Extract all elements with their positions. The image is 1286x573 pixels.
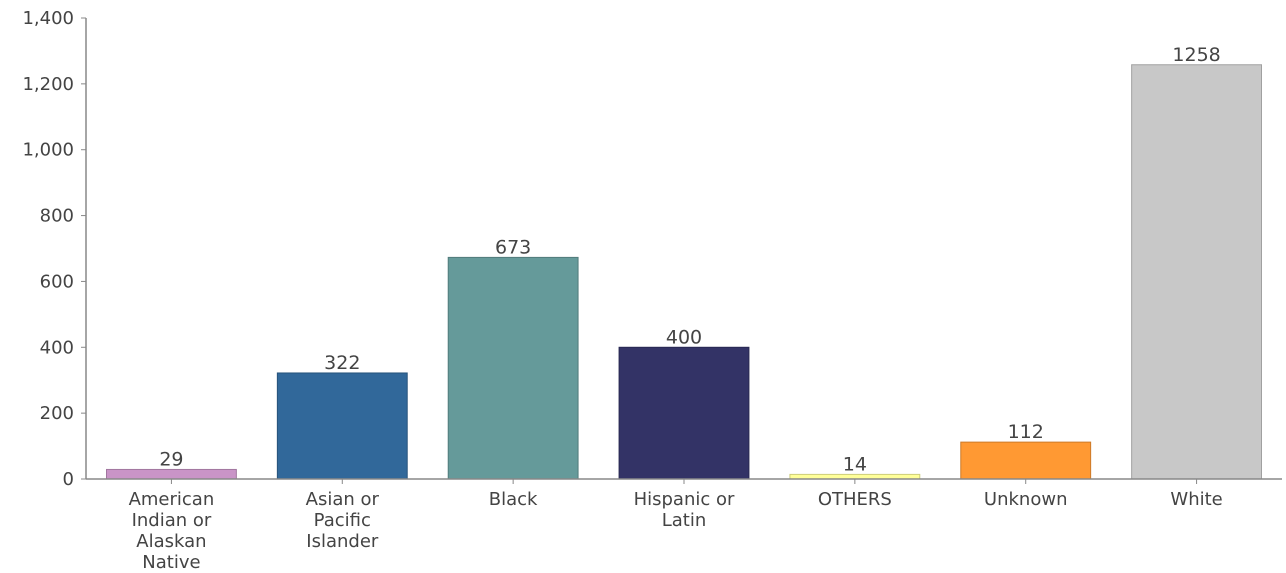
x-category-label-line: Islander — [306, 531, 379, 552]
x-category-label: OTHERS — [818, 489, 892, 510]
y-tick-label: 400 — [40, 337, 74, 358]
x-category-label-line: OTHERS — [818, 489, 892, 510]
bar — [106, 468, 237, 480]
x-category-label-line: Latin — [662, 510, 707, 531]
bar-data-label: 112 — [1008, 421, 1044, 443]
bar — [618, 346, 750, 480]
bar-data-label: 673 — [495, 236, 531, 258]
bar — [960, 441, 1092, 480]
bar-data-label: 14 — [843, 453, 867, 475]
y-tick-label: 1,000 — [22, 140, 74, 161]
bar — [276, 372, 408, 480]
x-axis: American Indian or Alaskan Native Asian or Pa… — [86, 478, 1282, 573]
x-category-label-line: Alaskan — [136, 531, 206, 552]
bar-data-label: 400 — [666, 326, 702, 348]
x-category-label-line: Native — [142, 552, 200, 573]
bar-data-label: 29 — [159, 448, 183, 470]
y-tick-label: 1,400 — [22, 8, 74, 29]
x-category-label: Black — [489, 489, 538, 510]
bar — [1131, 64, 1262, 480]
x-category-label: Unknown — [984, 489, 1068, 510]
data-labels: 29 322 673 400 14 112 1258 — [159, 44, 1220, 476]
x-category-label-line: American — [129, 489, 215, 510]
y-tick-label: 600 — [40, 271, 74, 292]
y-axis: 0 200 400 600 800 1,000 1,200 1,400 — [22, 8, 87, 490]
y-tick-label: 200 — [40, 403, 74, 424]
bars — [106, 64, 1262, 480]
x-category-label: Asian or Pacific Islander — [306, 489, 380, 552]
x-category-label-line: Hispanic or — [634, 489, 735, 510]
x-category-label-line: Indian or — [132, 510, 212, 531]
x-category-label-line: Unknown — [984, 489, 1068, 510]
bar-data-label: 322 — [324, 352, 360, 374]
x-category-label: Hispanic or Latin — [634, 489, 735, 531]
x-category-label-line: White — [1170, 489, 1222, 510]
bar-data-label: 1258 — [1172, 44, 1220, 66]
y-tick-label: 1,200 — [22, 74, 74, 95]
x-category-label-line: Black — [489, 489, 538, 510]
x-category-label: White — [1170, 489, 1222, 510]
bar — [447, 256, 579, 480]
x-category-label-line: Pacific — [314, 510, 371, 531]
y-tick-label: 800 — [40, 206, 74, 227]
x-category-label-line: Asian or — [306, 489, 380, 510]
y-tick-label: 0 — [63, 469, 74, 490]
x-category-label: American Indian or Alaskan Native — [129, 489, 215, 573]
